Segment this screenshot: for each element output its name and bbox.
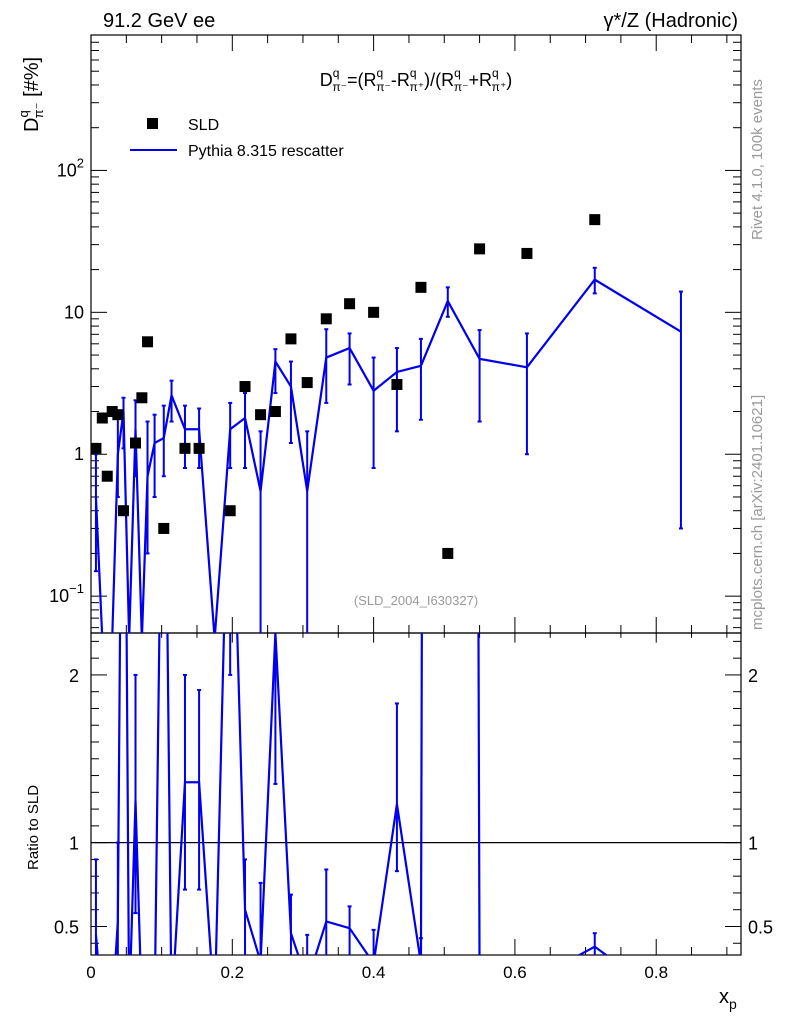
sld-data-point: [136, 392, 148, 404]
sld-data-point: [589, 214, 601, 226]
sld-data-point: [179, 442, 191, 454]
sld-data-point: [442, 547, 454, 559]
sld-data-point: [130, 437, 142, 449]
main-data-layer: [91, 214, 686, 644]
process-label: γ*/Z (Hadronic): [604, 10, 738, 32]
ratio-plot-frame: [90, 632, 742, 956]
ratio-line: [94, 633, 608, 955]
ratio-y-tick-label: 0.5: [54, 917, 79, 937]
rivet-label: Rivet 4.1.0, 100k events: [749, 79, 766, 240]
y-tick-label: 10: [64, 302, 84, 322]
plot-title: Dq π⁻=(Rq π⁻-Rq π⁺)/(Rq π⁻+Rq π⁺): [320, 66, 513, 94]
sld-data-point: [239, 381, 251, 393]
ratio-y-axis-label: Ratio to SLD: [25, 785, 42, 870]
sld-data-point: [124, 633, 135, 644]
x-tick-label: 0.8: [644, 963, 668, 982]
x-tick-label: 0: [86, 963, 95, 982]
legend-pythia-label: Pythia 8.315 rescatter: [188, 143, 344, 160]
y-axis-label: Dqπ⁻ [#%]: [16, 57, 46, 132]
pythia-line: [94, 278, 682, 633]
sld-data-point: [368, 306, 380, 318]
sld-data-point: [106, 406, 118, 418]
sld-data-point: [142, 336, 154, 348]
sld-data-point: [224, 505, 236, 517]
sld-data-point: [112, 409, 124, 421]
sld-data-point: [415, 281, 427, 293]
analysis-id: (SLD_2004_I630327): [354, 593, 478, 608]
sld-data-point: [118, 505, 129, 517]
sld-data-point: [320, 313, 332, 325]
sld-data-point: [675, 633, 686, 644]
sld-data-point: [158, 522, 170, 534]
x-tick-label: 0.6: [503, 963, 527, 982]
ratio-y-tick-label: 1: [69, 834, 79, 854]
legend: SLD Pythia 8.315 rescatter: [130, 117, 344, 160]
y-tick-label: 1: [74, 444, 84, 464]
sld-data-point: [193, 442, 205, 454]
sld-data-point: [285, 333, 297, 345]
sld-data-point: [255, 409, 267, 421]
main-axis-ticks: 10−1 1 10 102: [49, 34, 741, 633]
ratio-y-tick-label-right: 2: [748, 666, 758, 686]
x-tick-label: 0.4: [362, 963, 386, 982]
y-tick-label: 10−1: [49, 581, 84, 606]
ratio-y-tick-label: 2: [69, 666, 79, 686]
sld-data-point: [96, 412, 108, 424]
sld-data-point: [101, 470, 113, 482]
sld-data-point: [391, 379, 403, 391]
ratio-axis-ticks: 0 0.2 0.4 0.6 0.8 0.5 0.5 1 1 2 2: [54, 633, 773, 982]
energy-label: 91.2 GeV ee: [103, 10, 215, 32]
site-label: mcplots.cern.ch [arXiv:2401.10621]: [749, 395, 766, 630]
ratio-data-layer: [91, 633, 741, 955]
ratio-y-tick-label-right: 0.5: [748, 917, 773, 937]
x-axis-label: xp: [719, 986, 737, 1012]
sld-data-point: [521, 247, 533, 259]
legend-sld-label: SLD: [188, 117, 219, 134]
sld-data-point: [209, 633, 220, 644]
sld-data-point: [269, 406, 281, 418]
ratio-y-tick-label-right: 1: [748, 834, 758, 854]
y-tick-label: 102: [57, 155, 84, 180]
sld-data-point: [301, 377, 313, 389]
legend-sld-marker: [147, 118, 158, 129]
sld-data-point: [474, 243, 486, 255]
sld-data-point: [344, 298, 356, 310]
x-tick-label: 0.2: [220, 963, 244, 982]
sld-data-point: [91, 442, 102, 454]
